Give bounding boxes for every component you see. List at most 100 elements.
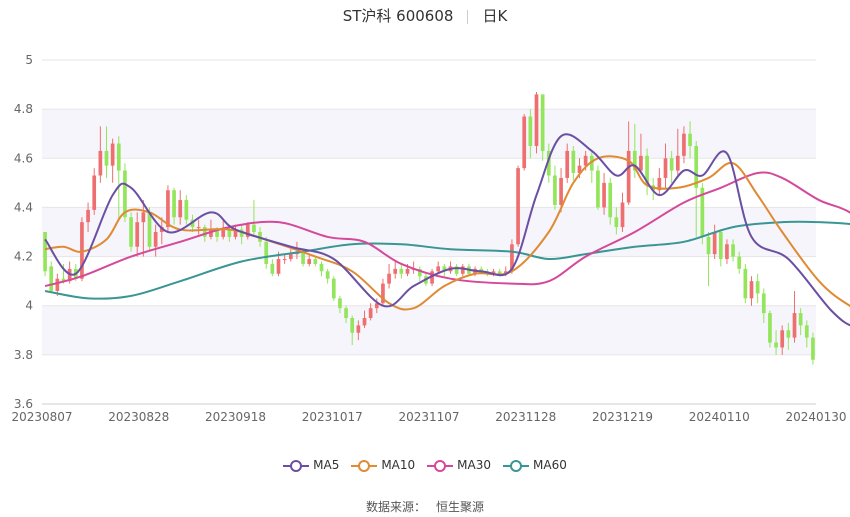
candle-body xyxy=(368,308,373,318)
legend-item-ma30[interactable]: MA30 xyxy=(427,458,491,473)
candle-body xyxy=(92,175,97,210)
candle-body xyxy=(632,150,637,171)
candle-body xyxy=(596,170,600,208)
x-tick-label: 20240130 xyxy=(785,410,846,424)
candle-body xyxy=(700,187,705,237)
moving-average-lines xyxy=(44,133,850,327)
candle-body xyxy=(553,175,557,205)
candle-body xyxy=(110,143,115,166)
candle-body xyxy=(608,182,613,218)
candle-body xyxy=(589,155,594,171)
candle-body xyxy=(460,266,465,274)
legend-item-ma10[interactable]: MA10 xyxy=(351,458,415,473)
candle-body xyxy=(159,227,164,232)
candle-body xyxy=(694,146,699,188)
candle-body xyxy=(264,241,269,264)
chart-title: ST沪科 600608 日K xyxy=(0,5,850,26)
candle-body xyxy=(639,155,643,171)
candle-body xyxy=(682,133,686,156)
ma5-line xyxy=(44,133,850,327)
y-tick-label: 4.2 xyxy=(14,250,33,264)
candle-body xyxy=(546,150,551,176)
candle-body xyxy=(577,165,582,174)
candle-body xyxy=(522,116,527,169)
candle-body xyxy=(356,325,361,333)
candle-body xyxy=(768,313,772,343)
candle-body xyxy=(436,266,441,272)
candle-body xyxy=(731,244,735,257)
candle-body xyxy=(497,271,502,274)
candle-body xyxy=(761,293,766,314)
candle-body xyxy=(172,190,176,218)
candle-body xyxy=(516,168,520,245)
legend-swatch-icon xyxy=(283,459,310,472)
candlestick-chart: 3.63.844.24.44.64.85 20230807 20230828 202… xyxy=(11,53,850,424)
candle-body xyxy=(669,158,674,171)
candle-body xyxy=(583,155,588,166)
period-label: 日K xyxy=(482,7,508,25)
legend-swatch-icon xyxy=(427,459,454,472)
candle-body xyxy=(80,222,84,279)
candle-body xyxy=(288,254,293,260)
candle-body xyxy=(104,150,109,166)
candle-body xyxy=(153,232,158,247)
candle-body xyxy=(792,313,797,338)
legend-swatch-icon xyxy=(351,459,378,472)
candle-body xyxy=(221,229,226,237)
candle-body xyxy=(491,271,496,274)
y-tick-label: 4.6 xyxy=(14,151,33,165)
x-axis: 20230807 20230828 20230918 20231017 20231107… xyxy=(11,403,847,424)
grid-band xyxy=(42,109,816,159)
candle-body xyxy=(196,227,201,229)
y-tick-label: 3.8 xyxy=(14,348,33,362)
legend-item-ma60[interactable]: MA60 xyxy=(503,458,567,473)
candle-body xyxy=(252,224,256,232)
candle-body xyxy=(417,268,422,277)
candle-body xyxy=(301,251,305,264)
candle-body xyxy=(239,229,244,237)
candle-body xyxy=(503,271,508,274)
candle-body xyxy=(405,268,410,274)
candle-body xyxy=(166,190,170,228)
candle-body xyxy=(319,263,324,272)
candle-body xyxy=(387,273,391,284)
candle-body xyxy=(338,298,342,309)
legend: MA5 MA10 MA30 MA60 xyxy=(0,458,850,473)
candle-body xyxy=(202,227,207,237)
x-tick-label: 20231017 xyxy=(302,410,363,424)
candle-body xyxy=(362,318,367,326)
candle-body xyxy=(786,330,791,338)
y-tick-label: 4 xyxy=(25,299,33,313)
candle-body xyxy=(675,155,680,171)
candle-body xyxy=(98,150,103,176)
candle-body xyxy=(381,283,385,304)
candle-body xyxy=(86,209,90,223)
y-axis: 3.6 3.8 4 4.2 4.4 4.6 4.8 5 xyxy=(14,53,33,411)
y-tick-label: 5 xyxy=(25,53,33,67)
candle-body xyxy=(393,268,398,274)
candle-body xyxy=(712,232,717,255)
candle-body xyxy=(626,150,631,203)
ma30-line xyxy=(44,171,850,288)
legend-item-ma5[interactable]: MA5 xyxy=(283,458,339,473)
candle-body xyxy=(657,177,662,191)
candle-body xyxy=(780,330,785,348)
candle-body xyxy=(706,236,711,255)
candle-body xyxy=(430,271,434,284)
x-tick-label: 20230807 xyxy=(11,410,72,424)
candle-body xyxy=(135,222,140,247)
legend-swatch-icon xyxy=(503,459,530,472)
candle-body xyxy=(645,155,649,186)
candle-body xyxy=(743,268,748,299)
candle-body xyxy=(344,308,348,318)
candle-body xyxy=(811,337,815,360)
ma60-line xyxy=(44,220,850,300)
candle-body xyxy=(755,281,760,294)
candle-body xyxy=(749,281,754,299)
candle-body xyxy=(184,200,189,220)
candle-body xyxy=(725,244,729,260)
candle-body xyxy=(282,259,287,261)
candle-body xyxy=(663,158,668,178)
candles xyxy=(43,91,815,365)
candle-body xyxy=(313,259,318,264)
